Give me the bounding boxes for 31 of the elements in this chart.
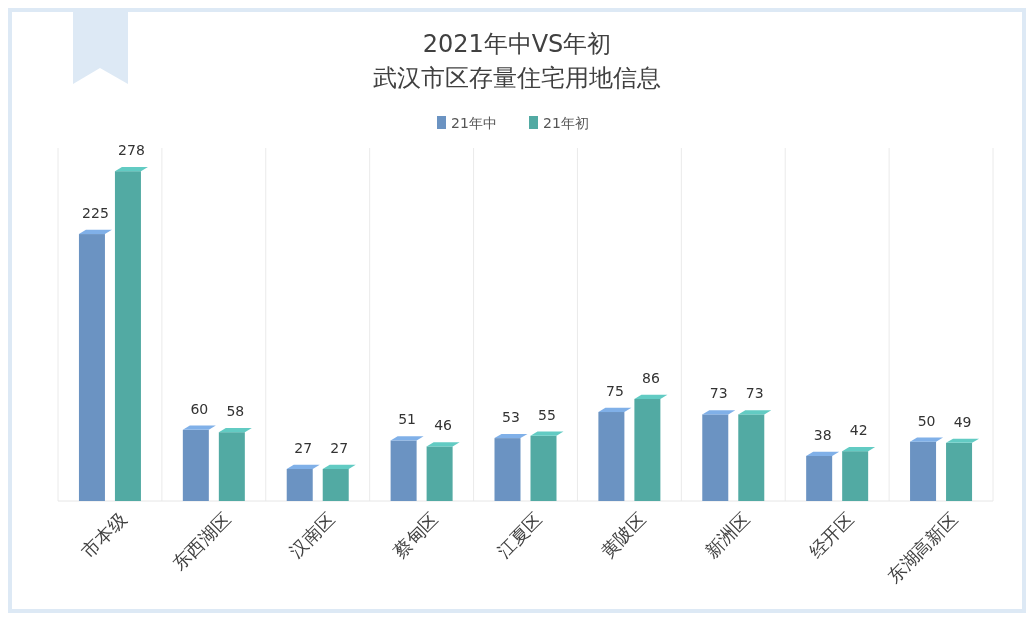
data-label: 27 [330,439,349,456]
data-label: 50 [917,412,936,429]
data-label: 86 [641,369,660,386]
data-label: 46 [434,417,453,434]
x-tick-label: 东西湖区 [168,508,235,575]
data-label: 51 [398,411,417,428]
x-tick-label: 江夏区 [492,508,546,562]
x-tick-label: 汉南区 [285,508,339,562]
x-tick-label: 经开区 [804,508,858,562]
x-tick-label: 市本级 [77,508,131,562]
data-label: 27 [294,439,313,456]
data-label: 225 [82,205,109,222]
data-label: 73 [709,385,728,402]
data-label: 73 [745,385,764,402]
data-label: 75 [605,383,624,400]
data-label: 58 [226,403,245,420]
chart-title: 2021年中VS年初 [422,30,612,58]
x-tick-label: 蔡甸区 [388,508,442,562]
x-tick-label: 新洲区 [700,508,754,562]
data-label: 278 [118,142,145,159]
data-label: 38 [813,426,832,443]
data-label: 60 [190,400,209,417]
x-tick-label: 黄陂区 [596,508,650,562]
data-label: 42 [849,422,868,439]
chart-subtitle: 武汉市区存量住宅用地信息 [373,64,661,92]
data-label: 49 [953,413,972,430]
legend-label: 21年初 [543,115,589,131]
x-tick-label: 东湖高新区 [882,508,962,587]
legend-label: 21年中 [451,115,497,131]
data-label: 55 [538,406,556,423]
data-label: 53 [502,409,520,426]
